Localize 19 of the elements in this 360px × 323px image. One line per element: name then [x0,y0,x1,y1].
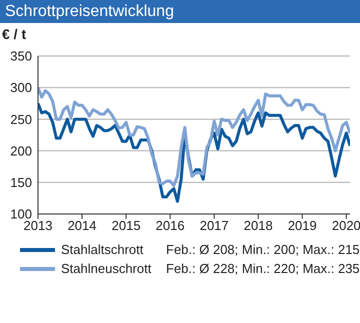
y-tick-label: 200 [10,143,32,158]
y-tick-label: 300 [10,80,32,96]
x-tick-label: 2018 [244,218,273,234]
legend-label: Stahlaltschrott [61,242,144,257]
x-tick-label: 2017 [200,218,229,234]
y-tick-label: 350 [10,48,32,64]
y-axis-title: € / t [2,26,28,44]
x-tick-label: 2015 [112,218,141,234]
x-tick-label: 2016 [156,218,185,234]
x-tick-label: 2020 [332,218,360,234]
line-series [38,86,350,188]
legend-label: Stahlneuschrott [61,261,152,276]
y-tick-label: 250 [10,112,32,127]
x-tick-label: 2019 [288,218,317,234]
text: Feb.: Ø 228; Min.: 220; Max.: 235 [166,261,360,276]
x-tick-label: 2014 [68,218,97,234]
text: Feb.: Ø 208; Min.: 200; Max.: 215 [166,242,360,257]
y-tick-label: 150 [10,175,32,190]
chart-title: Schrottpreisentwicklung [0,0,360,23]
